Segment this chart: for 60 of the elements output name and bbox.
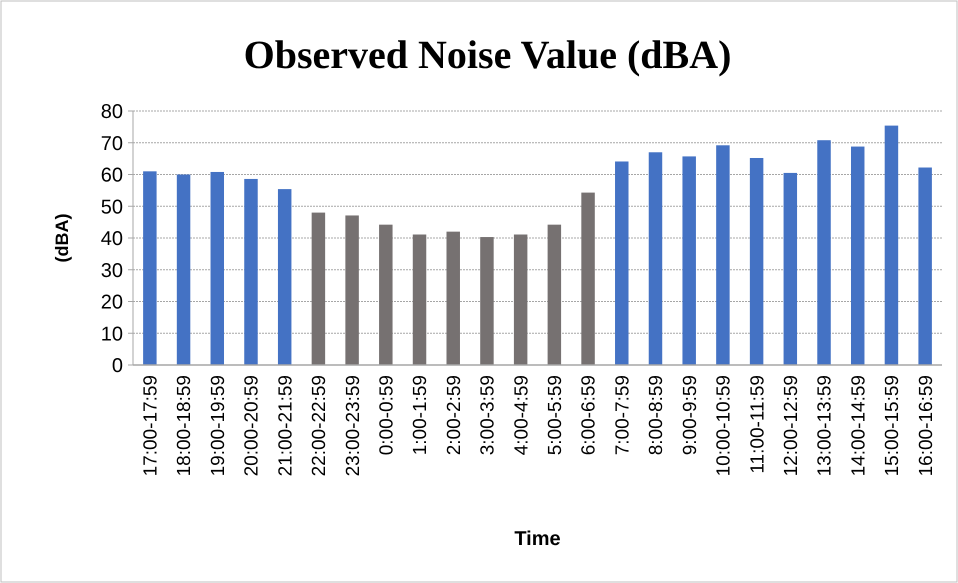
x-tick-label: 2:00-2:59 bbox=[444, 375, 465, 456]
y-tick-label: 0 bbox=[112, 355, 123, 377]
x-tick-label: 9:00-9:59 bbox=[680, 375, 701, 456]
bar bbox=[312, 212, 326, 365]
bar bbox=[615, 161, 629, 365]
bar bbox=[784, 172, 798, 365]
bar bbox=[514, 234, 528, 365]
x-tick-label: 13:00-13:59 bbox=[814, 375, 836, 476]
x-tick-label: 5:00-5:59 bbox=[545, 375, 566, 456]
bar bbox=[278, 189, 292, 365]
x-tick-label: 22:00-22:59 bbox=[309, 375, 330, 476]
x-tick-label: 11:00-11:59 bbox=[747, 375, 768, 474]
x-axis-title: Time bbox=[514, 528, 561, 550]
bar bbox=[817, 140, 831, 365]
x-tick-label: 1:00-1:59 bbox=[410, 375, 432, 456]
y-tick-label: 60 bbox=[100, 164, 123, 186]
bar bbox=[581, 192, 595, 365]
y-tick-label: 20 bbox=[100, 292, 123, 314]
x-tick-label: 20:00-20:59 bbox=[242, 375, 263, 476]
bar bbox=[850, 146, 864, 365]
chart-title: Observed Noise Value (dBA) bbox=[244, 32, 732, 77]
bar bbox=[210, 172, 224, 365]
x-tick-label: 17:00-17:59 bbox=[140, 375, 162, 476]
bar bbox=[379, 224, 393, 365]
bar bbox=[446, 232, 460, 365]
y-tick-label: 70 bbox=[100, 132, 123, 155]
x-tick-label: 0:00-0:59 bbox=[376, 375, 398, 456]
bar bbox=[716, 145, 730, 365]
y-tick-label: 80 bbox=[100, 101, 123, 123]
bar bbox=[244, 178, 258, 365]
bar bbox=[884, 126, 898, 365]
bar bbox=[750, 158, 764, 365]
x-tick-label: 10:00-10:59 bbox=[714, 375, 735, 476]
x-tick-label: 21:00-21:59 bbox=[275, 375, 296, 476]
bar bbox=[176, 174, 190, 365]
x-tick-label: 19:00-19:59 bbox=[208, 375, 229, 476]
bar bbox=[143, 171, 157, 365]
y-axis-title: (dBA) bbox=[52, 214, 72, 262]
bar bbox=[648, 152, 662, 365]
bar bbox=[412, 234, 426, 365]
y-tick-label: 10 bbox=[100, 323, 123, 346]
y-tick-label: 40 bbox=[100, 228, 123, 250]
bar bbox=[345, 215, 359, 365]
x-tick-label: 23:00-23:59 bbox=[342, 375, 364, 476]
bar bbox=[918, 168, 932, 365]
x-tick-label: 18:00-18:59 bbox=[174, 375, 196, 476]
x-tick-label: 6:00-6:59 bbox=[578, 375, 600, 456]
bar bbox=[548, 224, 562, 365]
x-tick-label: 14:00-14:59 bbox=[848, 375, 870, 476]
x-tick-label: 3:00-3:59 bbox=[478, 375, 499, 456]
x-tick-label: 15:00-15:59 bbox=[882, 375, 904, 476]
x-tick-label: 7:00-7:59 bbox=[612, 375, 634, 456]
x-tick-label: 16:00-16:59 bbox=[916, 375, 937, 476]
y-tick-label: 30 bbox=[100, 260, 123, 282]
bar bbox=[480, 237, 494, 365]
bar bbox=[682, 156, 696, 365]
x-tick-label: 12:00-12:59 bbox=[780, 375, 802, 476]
x-tick-label: 4:00-4:59 bbox=[511, 375, 532, 456]
y-tick-label: 50 bbox=[100, 196, 123, 218]
x-tick-label: 8:00-8:59 bbox=[646, 375, 668, 456]
